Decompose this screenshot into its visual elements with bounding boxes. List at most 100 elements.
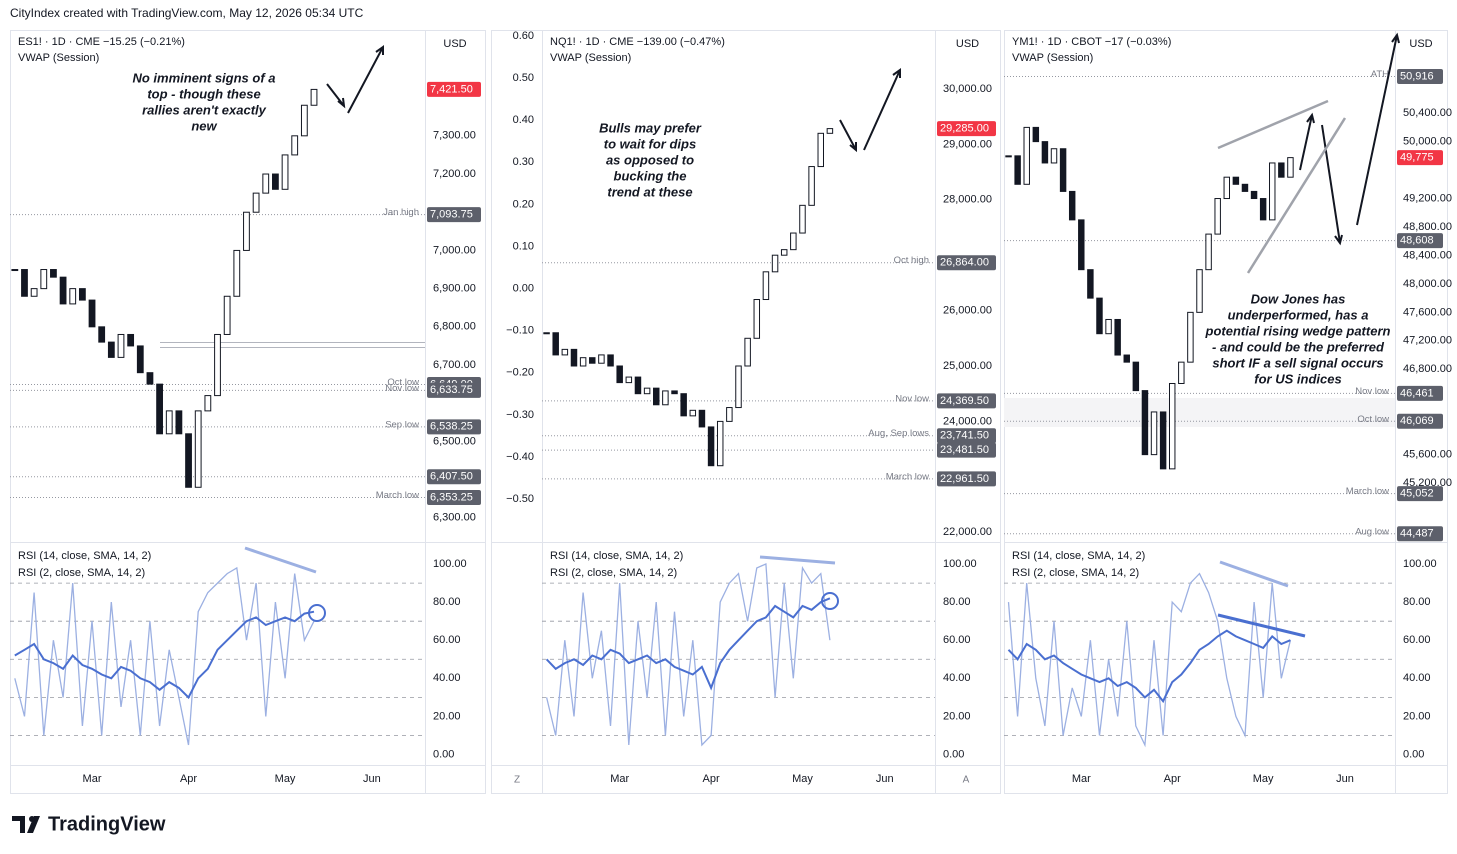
rsi-tick-label: 80.00 <box>1403 596 1431 608</box>
indicator: VWAP (Session) <box>18 52 99 64</box>
candle <box>680 393 687 417</box>
annotation: Bulls may prefer <box>599 120 702 135</box>
price-tag <box>427 207 481 223</box>
rsi-line <box>14 610 315 700</box>
price-tag-label: 23,741.50 <box>940 430 989 442</box>
y-tick-label: 45,600.00 <box>1403 449 1452 461</box>
price-tag-label: 6,353.25 <box>430 491 473 503</box>
candle <box>21 269 28 297</box>
candle <box>689 409 697 417</box>
annotation: bucking the <box>614 168 687 183</box>
candle <box>707 426 715 467</box>
x-tick-label: Apr <box>180 773 197 785</box>
candle <box>223 295 231 335</box>
price-tag <box>427 490 481 505</box>
currency: USD <box>1409 38 1432 50</box>
candle <box>107 341 115 358</box>
candle <box>1223 176 1231 200</box>
candle <box>69 288 77 305</box>
y-tick-label: 30,000.00 <box>943 83 992 95</box>
candle <box>589 357 596 364</box>
auto-button[interactable]: A <box>963 775 970 786</box>
candle <box>1132 361 1140 392</box>
candle <box>262 173 270 194</box>
candle <box>78 288 86 301</box>
price-tag <box>937 471 996 487</box>
y2-tick-label: 0.20 <box>513 198 534 210</box>
rsi-legend: RSI (2, close, SMA, 14, 2) <box>1012 567 1139 579</box>
symbol: YM1! · 1D · CBOT −17 (−0.03%) <box>1012 36 1171 48</box>
last-price-tag <box>1397 150 1443 166</box>
price-tag <box>427 382 481 398</box>
price-tag <box>937 428 996 444</box>
rsi-legend: RSI (14, close, SMA, 14, 2) <box>18 550 151 562</box>
y-tick-label: 22,000.00 <box>943 526 992 538</box>
candle <box>671 390 678 395</box>
candle <box>117 333 125 358</box>
x-tick-label: May <box>275 773 296 785</box>
candle <box>662 390 669 406</box>
y-tick-label: 6,800.00 <box>433 321 476 333</box>
rsi-line <box>545 563 831 747</box>
candle <box>194 410 202 488</box>
rsi-tick-label: 20.00 <box>1403 710 1431 722</box>
annotation: new <box>191 118 217 133</box>
last-price-tag <box>937 121 996 137</box>
x-tick-label: May <box>1253 773 1274 785</box>
rsi-tick-label: 0.00 <box>433 748 454 760</box>
candle <box>634 376 642 395</box>
y-tick-label: 50,400.00 <box>1403 107 1452 119</box>
candle <box>1114 318 1121 356</box>
candle <box>543 332 550 335</box>
logo-icon <box>12 816 40 833</box>
y-tick-label: 48,400.00 <box>1403 249 1452 261</box>
y-tick-label: 48,000.00 <box>1403 278 1452 290</box>
y2-tick-label: 0.10 <box>513 240 534 252</box>
candle <box>570 348 578 367</box>
candle <box>1087 269 1094 299</box>
candle <box>185 433 192 488</box>
y-tick-label: 49,200.00 <box>1403 192 1452 204</box>
price-tag <box>1397 233 1443 249</box>
level-note: Nov low <box>895 393 929 404</box>
y-tick-label: 46,800.00 <box>1403 363 1452 375</box>
candle <box>98 326 106 343</box>
indicator: VWAP (Session) <box>550 52 631 64</box>
level-note: Oct low <box>387 377 419 388</box>
candle <box>30 288 38 297</box>
candle <box>1078 219 1085 271</box>
y2-tick-label: 0.30 <box>513 156 534 168</box>
candle <box>616 365 623 384</box>
rsi-line <box>545 597 831 691</box>
candle <box>753 299 761 339</box>
candle <box>1050 148 1058 164</box>
price-tag <box>937 442 996 458</box>
candle <box>204 395 212 412</box>
wedge-lines <box>1217 99 1347 274</box>
logo: TradingView <box>48 813 166 835</box>
level-note: Nov low <box>385 383 419 394</box>
level-note: Jan high <box>383 207 419 218</box>
y-tick-label: 50,000.00 <box>1403 136 1452 148</box>
y2-tick-label: 0.60 <box>513 30 534 42</box>
annotation: top - though these <box>147 86 260 101</box>
level-note: Sep low <box>385 419 419 430</box>
level-note: Aug, Sep lows <box>868 428 929 439</box>
rsi-tick-label: 100.00 <box>1403 558 1437 570</box>
candle <box>272 173 279 190</box>
price-tag <box>1397 486 1443 502</box>
level-note: Aug low <box>1355 526 1389 537</box>
price-tag-label: 7,093.75 <box>430 209 473 221</box>
y2-tick-label: 0.50 <box>513 72 534 84</box>
y2-tick-label: −0.30 <box>506 409 534 421</box>
candle <box>799 204 806 234</box>
x-tick-label: Mar <box>610 773 629 785</box>
price-tag-label: 6,538.25 <box>430 421 473 433</box>
y2-tick-label: 0.40 <box>513 114 534 126</box>
annotation: underperformed, has a <box>1228 307 1369 322</box>
annotation: rallies aren't exactly <box>142 102 267 117</box>
price-tag <box>937 255 996 271</box>
candle <box>780 249 788 256</box>
zoom-button[interactable]: Z <box>514 775 520 786</box>
candle <box>735 365 742 409</box>
